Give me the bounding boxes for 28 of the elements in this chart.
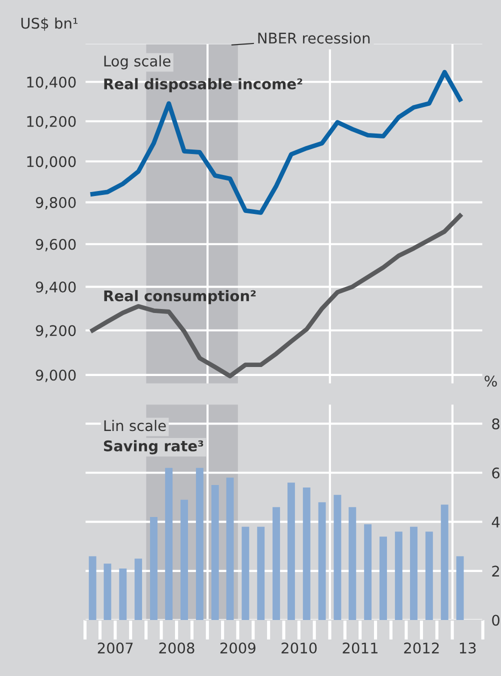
- annotation: Lin scale: [104, 420, 166, 432]
- x-tick-label: 13: [460, 642, 476, 654]
- x-tick-label: 2007: [98, 642, 133, 654]
- y2-tick-label: 2: [492, 566, 499, 576]
- x-tick-label: 2011: [342, 642, 378, 654]
- y2-axis-title: %: [484, 376, 497, 387]
- y-tick-label: 9,800: [36, 197, 76, 210]
- y-tick-label: 9,200: [36, 325, 76, 338]
- y2-tick-label: 4: [492, 516, 500, 528]
- y-tick-label: 10,200: [27, 116, 76, 128]
- text: Real disposable income²: [104, 78, 302, 92]
- y-tick-label: 10,000: [27, 156, 76, 169]
- y2-tick-label: 8: [492, 418, 500, 430]
- y-axis-title: US$ bn¹: [21, 17, 78, 31]
- y2-tick-label: 6: [492, 467, 500, 479]
- annotation: Log scale: [104, 55, 170, 70]
- x-tick-label: 2008: [159, 642, 194, 654]
- band-label: NBER recession: [258, 32, 370, 44]
- x-tick-label: 2010: [282, 642, 317, 654]
- series-label: Saving rate³: [104, 440, 204, 454]
- series-label: Real consumption²: [104, 290, 256, 304]
- x-tick-label: 2012: [404, 642, 439, 654]
- y-tick-label: 10,400: [27, 76, 76, 90]
- y2-tick-label: 0: [492, 614, 500, 626]
- y-tick-label: 9,000: [36, 370, 76, 382]
- x-tick-label: 2009: [220, 642, 256, 654]
- y-tick-label: 9,600: [36, 238, 76, 252]
- y-tick-label: 9,400: [36, 282, 76, 294]
